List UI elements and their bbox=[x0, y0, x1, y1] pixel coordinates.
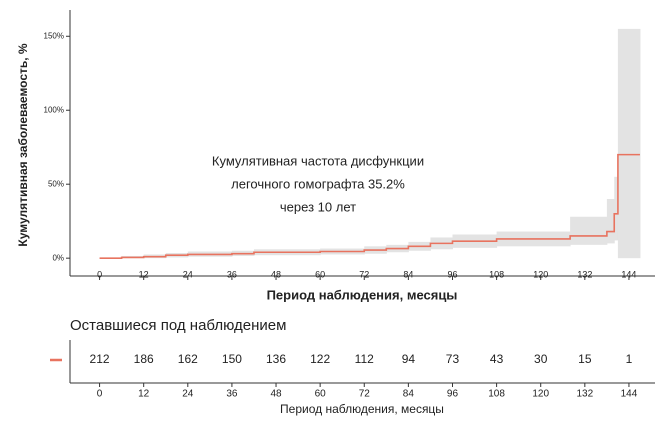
risk-x-tick-label: 120 bbox=[532, 389, 549, 400]
risk-x-tick-label: 84 bbox=[403, 389, 415, 400]
risk-x-tick-label: 36 bbox=[226, 389, 238, 400]
risk-count: 30 bbox=[534, 352, 548, 366]
risk-count: 1 bbox=[626, 352, 633, 366]
risk-x-tick-label: 72 bbox=[359, 389, 371, 400]
risk-count: 212 bbox=[90, 352, 110, 366]
risk-x-tick-label: 96 bbox=[447, 389, 459, 400]
annotation: легочного гомографта 35.2% bbox=[231, 176, 405, 191]
risk-x-tick-label: 0 bbox=[97, 389, 103, 400]
risk-count: 150 bbox=[222, 352, 242, 366]
risk-x-tick-label: 108 bbox=[488, 389, 505, 400]
y-axis-label: Кумулятивная заболеваемость, % bbox=[16, 43, 30, 247]
confidence-band bbox=[606, 198, 615, 244]
risk-x-tick-label: 24 bbox=[182, 389, 194, 400]
x-tick-label: 120 bbox=[533, 269, 548, 279]
incidence-line bbox=[99, 153, 640, 259]
confidence-band bbox=[617, 28, 641, 259]
annotation: Кумулятивная частота дисфункции bbox=[212, 153, 424, 168]
risk-count: 15 bbox=[578, 352, 592, 366]
risk-x-tick-label: 12 bbox=[138, 389, 150, 400]
x-tick-label: 12 bbox=[139, 269, 149, 279]
y-tick-label: 0% bbox=[52, 253, 64, 262]
x-tick-label: 24 bbox=[183, 269, 193, 279]
x-axis-label: Период наблюдения, месяцы bbox=[267, 287, 458, 302]
x-tick-label: 108 bbox=[489, 269, 504, 279]
x-tick-label: 132 bbox=[577, 269, 592, 279]
risk-x-label: Период наблюдения, месяцы bbox=[280, 402, 444, 416]
risk-count: 43 bbox=[490, 352, 504, 366]
confidence-band bbox=[570, 216, 608, 245]
confidence-band bbox=[614, 176, 619, 241]
risk-x-tick-label: 132 bbox=[576, 389, 593, 400]
x-tick-label: 36 bbox=[227, 269, 237, 279]
risk-count: 186 bbox=[134, 352, 154, 366]
annotation: через 10 лет bbox=[280, 199, 356, 214]
risk-x-tick-label: 60 bbox=[315, 389, 327, 400]
risk-x-tick-label: 48 bbox=[270, 389, 282, 400]
risk-count: 94 bbox=[402, 352, 416, 366]
risk-count: 112 bbox=[355, 352, 374, 366]
x-tick-label: 144 bbox=[621, 269, 636, 279]
risk-count: 162 bbox=[178, 352, 198, 366]
risk-x-tick-label: 144 bbox=[621, 389, 638, 400]
x-tick-label: 84 bbox=[403, 269, 413, 279]
risk-table-title: Оставшиеся под наблюдением bbox=[70, 317, 286, 334]
y-tick-label: 50% bbox=[48, 179, 64, 188]
x-tick-label: 48 bbox=[271, 269, 281, 279]
risk-count: 122 bbox=[310, 352, 330, 366]
y-tick-label: 150% bbox=[44, 31, 64, 40]
x-tick-label: 72 bbox=[359, 269, 369, 279]
risk-count: 73 bbox=[446, 352, 460, 366]
risk-count: 136 bbox=[266, 352, 286, 366]
x-tick-label: 96 bbox=[447, 269, 457, 279]
y-tick-label: 100% bbox=[44, 105, 64, 114]
x-tick-label: 60 bbox=[315, 269, 325, 279]
x-tick-label: 0 bbox=[97, 269, 102, 279]
